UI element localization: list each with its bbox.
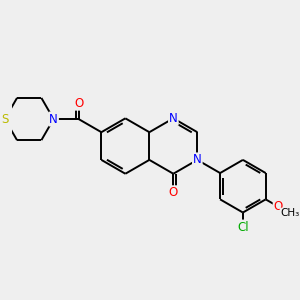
Text: O: O: [274, 200, 283, 213]
Text: N: N: [49, 112, 58, 125]
Text: N: N: [169, 112, 178, 125]
Text: S: S: [1, 112, 8, 125]
Text: Cl: Cl: [237, 220, 249, 233]
Text: N: N: [193, 153, 202, 167]
Text: O: O: [169, 186, 178, 199]
Text: CH₃: CH₃: [280, 208, 300, 218]
Text: O: O: [74, 97, 83, 110]
